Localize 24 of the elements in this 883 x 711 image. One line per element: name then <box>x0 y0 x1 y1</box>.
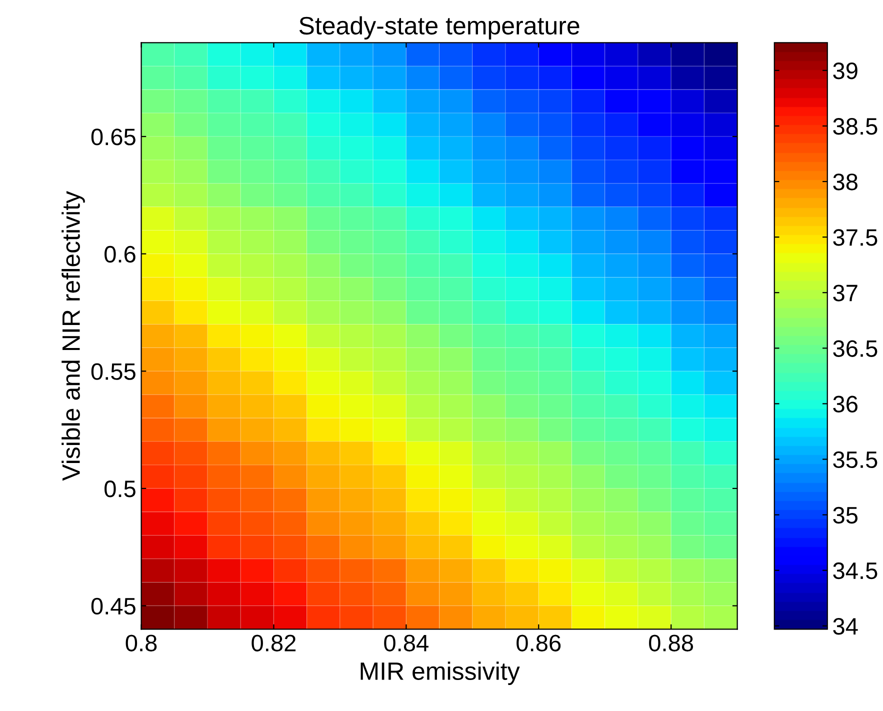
color-bar-label: 37.5 <box>833 229 878 246</box>
color-bar-label: 38.5 <box>833 118 878 135</box>
color-bar-label: 37 <box>833 284 858 302</box>
color-bar-label: 36 <box>833 396 858 412</box>
x-tick-label: 0.82 <box>252 634 296 652</box>
color-bar-label: 38 <box>833 174 858 190</box>
y-tick-label: 0.45 <box>91 598 136 615</box>
y-tick-label: 0.5 <box>104 480 136 498</box>
color-bar-label: 39 <box>833 62 858 80</box>
color-bar-label: 35 <box>833 506 858 524</box>
color-bar-label: 36.5 <box>833 340 878 357</box>
x-tick-label: 0.86 <box>516 634 561 652</box>
color-bar-label: 34.5 <box>833 562 878 580</box>
y-tick-label: 0.65 <box>91 128 136 146</box>
y-axis-title: Visible and NIR reflectivity <box>62 191 85 481</box>
chart-title: Steady-state temperature <box>299 16 580 40</box>
y-tick-label: 0.55 <box>91 363 136 380</box>
x-tick-label: 0.88 <box>649 634 694 652</box>
x-tick-label: 0.8 <box>126 634 157 652</box>
color-bar-label: 35.5 <box>833 451 878 468</box>
y-tick-label: 0.6 <box>104 246 136 263</box>
x-axis-title: MIR emissivity <box>360 662 520 685</box>
color-bar-label: 34 <box>833 618 858 635</box>
x-tick-label: 0.84 <box>384 634 428 652</box>
